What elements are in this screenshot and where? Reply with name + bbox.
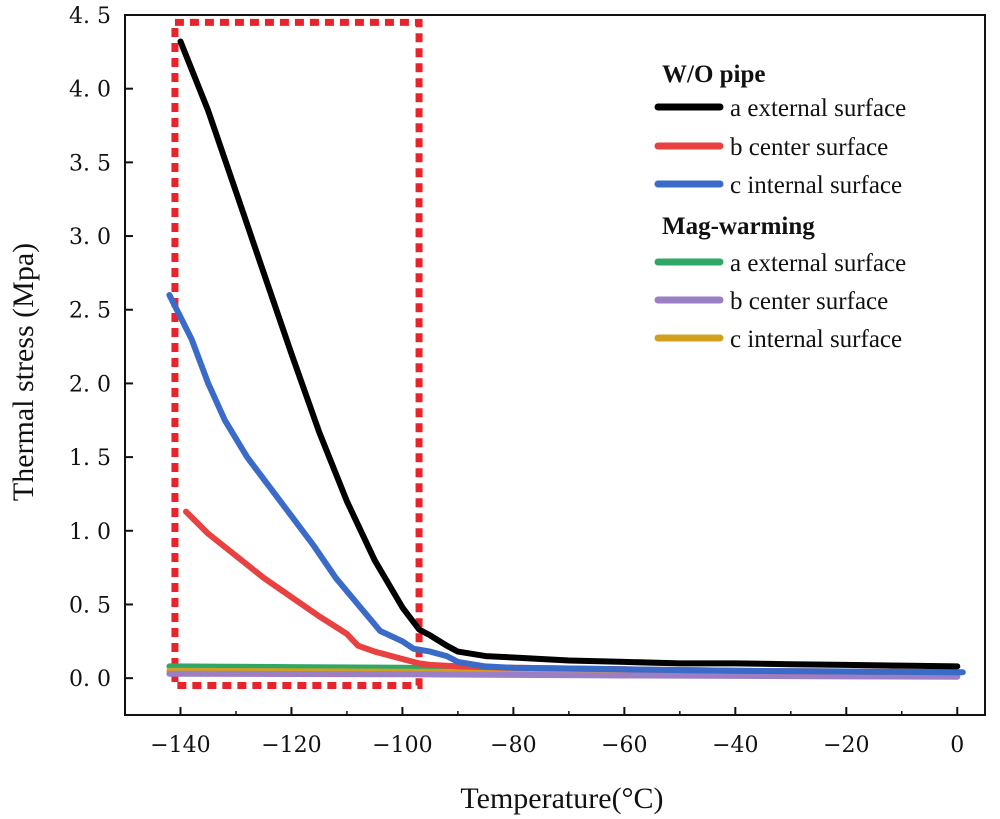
y-tick-label: 1. 5 <box>69 446 111 471</box>
y-tick-label: 0. 5 <box>69 593 111 618</box>
x-axis-title: Temperature(°C) <box>460 782 663 815</box>
highlight-layer <box>171 18 423 690</box>
y-tick-label: 2. 5 <box>69 299 111 324</box>
y-tick-label: 0. 0 <box>69 667 111 692</box>
y-tick-label: 2. 0 <box>69 372 111 397</box>
y-tick-label: 4. 0 <box>69 78 111 103</box>
series-line-wo-pipe-a-external-surface <box>177 38 961 670</box>
y-tick-label: 1. 0 <box>69 520 111 545</box>
x-tick-label: 0 <box>950 733 964 758</box>
y-tick-label: 4. 5 <box>69 4 111 29</box>
x-tick-label: −140 <box>150 733 210 758</box>
plot-area <box>124 14 986 716</box>
x-tick-label: −80 <box>490 733 536 758</box>
x-tick-label: −20 <box>823 733 869 758</box>
series-line-wo-pipe-b-center-surface <box>183 508 961 676</box>
plot-frame <box>124 14 986 716</box>
series-line-wo-pipe-c-internal-surface <box>166 292 966 676</box>
legend-label: c internal surface <box>730 172 902 199</box>
legend-label: b center surface <box>730 288 888 315</box>
x-tick-label: −100 <box>372 733 432 758</box>
y-tick-label: 3. 5 <box>69 151 111 176</box>
legend-label: a external surface <box>730 95 906 122</box>
legend-group-title: Mag-warming <box>662 213 815 240</box>
x-tick-label: −120 <box>261 733 321 758</box>
legend-label: c internal surface <box>730 326 902 353</box>
y-axis-title: Thermal stress (Mpa) <box>7 243 40 501</box>
legend-label: b center surface <box>730 134 888 161</box>
legend-label: a external surface <box>730 250 906 277</box>
x-tick-label: −40 <box>712 733 758 758</box>
legend-group-title: W/O pipe <box>662 61 766 88</box>
axes-layer: −140 −120 −100 −80 −60 −40 −20 0 0. 0 0. 5 1. 0 1. … <box>69 4 964 758</box>
series-layer <box>166 38 966 680</box>
series-line-mag-warming-b-center-surface <box>166 670 961 680</box>
highlight-box <box>171 18 423 690</box>
x-tick-label: −60 <box>601 733 647 758</box>
legend: W/O pipe a external surface b center surfa… <box>654 61 906 353</box>
y-tick-label: 3. 0 <box>69 225 111 250</box>
